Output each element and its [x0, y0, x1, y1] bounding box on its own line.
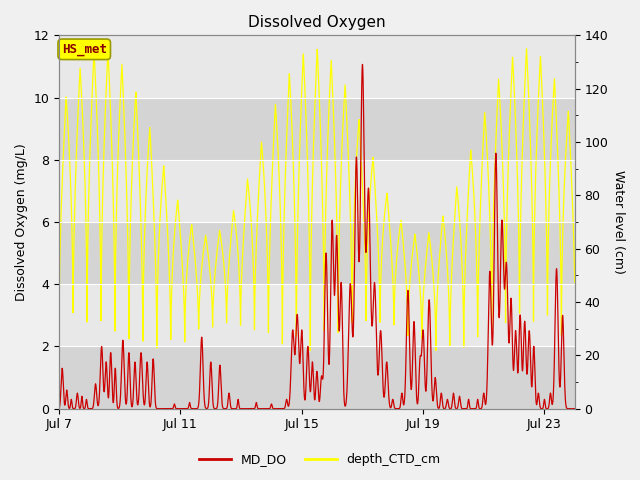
Text: HS_met: HS_met: [61, 43, 107, 56]
Legend: MD_DO, depth_CTD_cm: MD_DO, depth_CTD_cm: [195, 448, 445, 471]
Bar: [59, 97, 575, 160]
Y-axis label: Dissolved Oxygen (mg/L): Dissolved Oxygen (mg/L): [15, 143, 28, 301]
Bar: [59, 284, 575, 347]
Bar: [59, 160, 575, 222]
Title: Dissolved Oxygen: Dissolved Oxygen: [248, 15, 386, 30]
Bar: [59, 36, 575, 97]
Bar: [59, 222, 575, 284]
Bar: [59, 347, 575, 408]
Y-axis label: Water level (cm): Water level (cm): [612, 170, 625, 274]
